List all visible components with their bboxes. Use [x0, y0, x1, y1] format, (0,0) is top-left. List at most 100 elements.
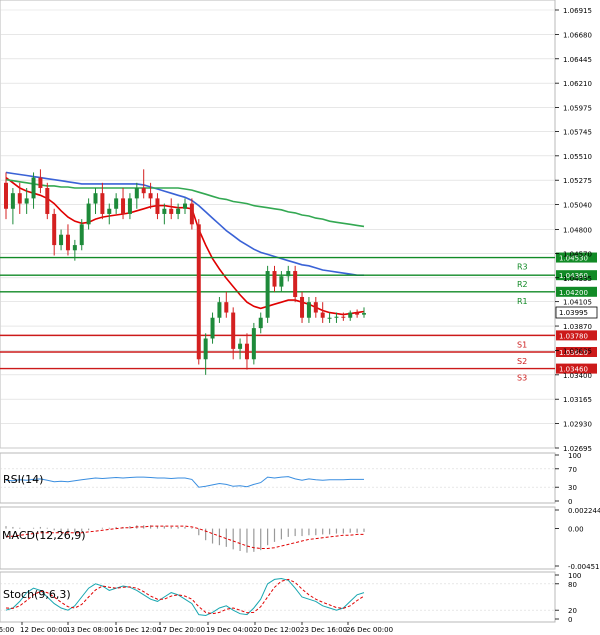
candle-body — [224, 302, 229, 313]
candle-body — [31, 177, 36, 199]
price-grid — [0, 9, 555, 449]
price-tick-label: 1.05510 — [563, 153, 592, 161]
candle-body — [362, 313, 366, 315]
candle-body — [306, 302, 311, 318]
candle-body — [196, 224, 201, 360]
price-tick-label: 1.03635 — [563, 347, 592, 355]
candle-body — [210, 317, 215, 339]
level-price-box-s2 — [556, 346, 597, 357]
time-tick-label: 13 Dec 08:00 — [66, 626, 113, 634]
stoch-k-line — [5, 577, 365, 617]
stoch-pane-frame — [0, 571, 556, 623]
candle-body — [4, 182, 8, 209]
rsi-label: RSI(14) — [3, 473, 43, 486]
candle-body — [334, 316, 339, 318]
price-tick-label: 1.04570 — [563, 250, 592, 258]
candle-body — [348, 312, 353, 318]
price-pane-frame — [0, 0, 556, 449]
candle-body — [24, 198, 29, 204]
candle-body — [162, 208, 167, 214]
stoch-tick-label: 80 — [568, 581, 577, 589]
candle-body — [313, 302, 318, 313]
price-axis: 1.06915 1.06680 1.06445 1.06210 1.05975 1.057… — [555, 7, 592, 453]
level-price-box-s3 — [556, 363, 597, 374]
macd-axis: 0.002244 0.00 -0.00451 — [555, 507, 600, 571]
price-tick-label: 1.03400 — [563, 372, 592, 380]
rsi-tick-label: 70 — [568, 466, 577, 474]
price-tick-label: 1.02930 — [563, 421, 592, 429]
candle-body — [141, 188, 146, 194]
level-price-box-r1 — [556, 286, 597, 297]
time-tick-label: 26 Dec 00:00 — [346, 626, 393, 634]
price-tick-label: 1.04335 — [563, 275, 592, 283]
rsi-pane: RSI(14) 100 70 30 0 — [0, 452, 581, 506]
candle-body — [327, 317, 332, 319]
candle-body — [72, 245, 77, 251]
macd-tick-label: 0.00 — [568, 526, 584, 534]
price-tick-label: 1.04105 — [563, 299, 592, 307]
moving-average-line-3 — [5, 178, 365, 228]
stoch-tick-label: 0 — [568, 616, 572, 624]
candle-body — [244, 343, 249, 360]
price-tick-label: 1.03870 — [563, 323, 592, 331]
candle-body — [251, 328, 256, 360]
candle-body — [155, 198, 160, 214]
level-name-s2: S2 — [517, 357, 527, 366]
macd-tick-label: -0.00451 — [568, 563, 599, 571]
candle-body — [86, 203, 91, 225]
time-tick-label: 16 Dec 12:00 — [114, 626, 161, 634]
rsi-tick-label: 0 — [568, 498, 572, 506]
candlesticks — [4, 169, 366, 375]
level-price-label-s2: 1.03620 — [559, 349, 588, 357]
candle-body — [148, 193, 153, 199]
time-tick-label: 20 Dec 12:00 — [253, 626, 300, 634]
level-name-s3: S3 — [517, 374, 527, 383]
level-name-r1: R1 — [517, 297, 528, 306]
current-price-label: 1.03995 — [559, 309, 588, 317]
price-tick-label: 1.04800 — [563, 227, 592, 235]
level-name-r2: R2 — [517, 280, 528, 289]
candle-body — [286, 271, 291, 277]
level-price-label-r1: 1.04200 — [559, 289, 588, 297]
price-tick-label: 1.06210 — [563, 80, 592, 88]
candle-body — [320, 312, 325, 318]
time-tick-label: 16:00 — [0, 626, 14, 634]
candle-body — [189, 203, 194, 225]
macd-histogram — [5, 525, 365, 553]
candle-body — [272, 271, 277, 287]
candle-body — [52, 213, 57, 246]
stoch-tick-label: 20 — [568, 607, 577, 615]
level-name-r3: R3 — [517, 263, 528, 272]
stoch-grid — [0, 583, 555, 611]
candle-body — [121, 198, 126, 214]
candle-body — [107, 208, 112, 214]
candle-body — [176, 208, 181, 214]
candle-body — [217, 302, 222, 318]
price-tick-label: 1.05975 — [563, 105, 592, 113]
level-price-box-r2 — [556, 270, 597, 281]
candle-body — [127, 198, 132, 214]
price-tick-label: 1.06680 — [563, 31, 592, 39]
time-tick-label: 12 Dec 00:00 — [20, 626, 67, 634]
candle-body — [183, 203, 187, 209]
level-price-label-r3: 1.04530 — [559, 255, 588, 263]
stoch-label: Stoch(9,6,3) — [3, 588, 71, 601]
candle-body — [114, 198, 119, 209]
candle-body — [203, 338, 208, 360]
price-tick-label: 1.05040 — [563, 202, 592, 210]
candle-body — [45, 188, 50, 214]
time-tick-label: 19 Dec 04:00 — [206, 626, 253, 634]
price-tick-label: 1.02695 — [563, 445, 592, 453]
time-tick-label: 17 Dec 20:00 — [158, 626, 205, 634]
price-tick-label: 1.05275 — [563, 177, 592, 185]
moving-average-line-2 — [5, 171, 364, 276]
candle-body — [65, 234, 70, 251]
pivot-levels: R3 1.04530 R2 1.04360 R1 1.04200 S1 1.03780 S2 1.… — [0, 252, 597, 383]
candle-body — [38, 177, 43, 189]
macd-label: MACD(12,26,9) — [2, 529, 86, 542]
stoch-d-line — [5, 578, 365, 615]
